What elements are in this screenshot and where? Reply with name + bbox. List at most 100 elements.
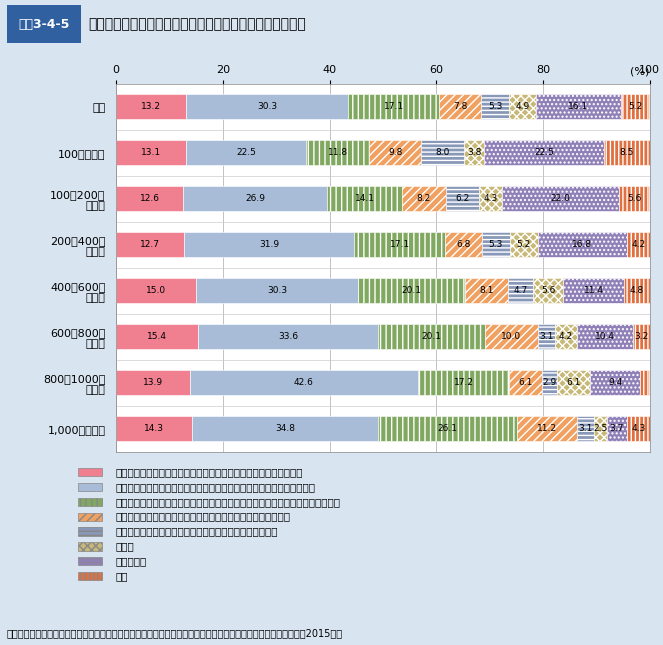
Bar xyxy=(538,324,555,349)
Text: 16.1: 16.1 xyxy=(568,103,589,112)
Bar xyxy=(627,232,650,257)
Bar xyxy=(348,94,440,119)
Text: 13.1: 13.1 xyxy=(141,148,161,157)
Bar xyxy=(619,186,649,212)
Text: 12.6: 12.6 xyxy=(140,194,160,203)
Bar xyxy=(116,370,190,395)
Text: 14.3: 14.3 xyxy=(144,424,164,433)
Bar xyxy=(377,324,485,349)
Bar xyxy=(465,278,509,303)
Text: 22.5: 22.5 xyxy=(534,148,554,157)
Text: 15.4: 15.4 xyxy=(147,332,167,341)
Text: 5.6: 5.6 xyxy=(541,286,556,295)
Bar xyxy=(186,94,348,119)
Text: 図表3-4-5: 図表3-4-5 xyxy=(19,17,70,31)
Text: 30.3: 30.3 xyxy=(267,286,287,295)
Text: 7.8: 7.8 xyxy=(453,103,467,112)
Text: 8.0: 8.0 xyxy=(436,148,450,157)
Bar xyxy=(421,140,464,165)
FancyBboxPatch shape xyxy=(78,528,102,535)
Bar xyxy=(369,140,421,165)
Bar xyxy=(306,140,369,165)
Text: 17.1: 17.1 xyxy=(390,240,410,249)
Bar xyxy=(564,278,624,303)
Text: 20.1: 20.1 xyxy=(401,286,422,295)
Text: 9.8: 9.8 xyxy=(388,148,402,157)
Bar xyxy=(327,186,402,212)
Text: 11.2: 11.2 xyxy=(537,424,558,433)
Text: 4.8: 4.8 xyxy=(630,286,644,295)
Text: 3.7: 3.7 xyxy=(610,424,624,433)
Text: 6.1: 6.1 xyxy=(518,378,533,387)
Bar xyxy=(534,278,564,303)
Bar xyxy=(633,324,650,349)
Bar xyxy=(555,324,577,349)
Text: 5.2: 5.2 xyxy=(629,103,642,112)
Bar xyxy=(640,370,648,395)
Text: 31.9: 31.9 xyxy=(259,240,279,249)
Bar xyxy=(481,232,510,257)
Text: 42.6: 42.6 xyxy=(294,378,314,387)
Bar xyxy=(116,416,192,441)
Bar xyxy=(116,232,184,257)
FancyBboxPatch shape xyxy=(78,557,102,566)
Bar xyxy=(558,370,590,395)
Bar xyxy=(184,232,354,257)
Bar xyxy=(517,416,577,441)
Text: 6.8: 6.8 xyxy=(456,240,471,249)
Text: 8.2: 8.2 xyxy=(417,194,431,203)
FancyBboxPatch shape xyxy=(78,513,102,521)
Bar xyxy=(481,94,509,119)
Text: 13.9: 13.9 xyxy=(143,378,163,387)
Text: 3.1: 3.1 xyxy=(539,332,554,341)
Text: 4.9: 4.9 xyxy=(515,103,530,112)
Text: 22.0: 22.0 xyxy=(551,194,571,203)
Text: 社会保障の給付水準を引き上げ、そのための負担増もやむを得ない: 社会保障の給付水準を引き上げ、そのための負担増もやむを得ない xyxy=(116,467,304,477)
Bar xyxy=(198,324,377,349)
Bar xyxy=(116,324,198,349)
Bar xyxy=(485,324,538,349)
Bar xyxy=(196,278,358,303)
FancyBboxPatch shape xyxy=(78,497,102,506)
Text: 社会保障の給付水準をある程度引き下げつつ、ある程度の負担増もやむを得ない: 社会保障の給付水準をある程度引き下げつつ、ある程度の負担増もやむを得ない xyxy=(116,497,341,507)
Bar xyxy=(502,186,619,212)
Bar xyxy=(590,370,640,395)
Text: わからない: わからない xyxy=(116,557,147,566)
Text: 2.5: 2.5 xyxy=(593,424,607,433)
Text: 不詳: 不詳 xyxy=(116,571,129,581)
Bar xyxy=(358,278,465,303)
Text: 11.8: 11.8 xyxy=(328,148,347,157)
Text: 17.2: 17.2 xyxy=(453,378,473,387)
Bar xyxy=(607,416,627,441)
Bar xyxy=(510,232,538,257)
Bar xyxy=(593,416,607,441)
Bar xyxy=(402,186,446,212)
Bar xyxy=(116,186,183,212)
Bar xyxy=(440,94,481,119)
Bar xyxy=(116,278,196,303)
Text: 今後の社会保障の負担と給付の在り方（等価所得階級別）: 今後の社会保障の負担と給付の在り方（等価所得階級別） xyxy=(88,17,306,31)
Text: 20.1: 20.1 xyxy=(421,332,441,341)
Bar xyxy=(536,94,621,119)
Bar xyxy=(577,416,593,441)
Text: 11.4: 11.4 xyxy=(583,286,604,295)
Text: 9.4: 9.4 xyxy=(608,378,622,387)
FancyBboxPatch shape xyxy=(78,542,102,551)
Text: 3.2: 3.2 xyxy=(634,332,648,341)
Text: 3.1: 3.1 xyxy=(578,424,593,433)
Text: 資料：厚生労働省政策統括官付政策評価官室「社会保障における公的・私的サービスに関する意識調査報告書」（2015年）: 資料：厚生労働省政策統括官付政策評価官室「社会保障における公的・私的サービスに関… xyxy=(7,628,343,639)
Text: 6.2: 6.2 xyxy=(455,194,469,203)
Text: その他: その他 xyxy=(116,541,135,551)
Bar xyxy=(509,370,542,395)
Text: 12.7: 12.7 xyxy=(140,240,160,249)
Text: (%): (%) xyxy=(631,66,650,77)
Text: 5.2: 5.2 xyxy=(516,240,531,249)
Text: 5.3: 5.3 xyxy=(488,103,503,112)
Text: 8.1: 8.1 xyxy=(479,286,494,295)
Text: 33.6: 33.6 xyxy=(278,332,298,341)
Text: 10.0: 10.0 xyxy=(501,332,522,341)
Bar xyxy=(378,416,517,441)
Text: 4.2: 4.2 xyxy=(559,332,573,341)
Bar xyxy=(577,324,633,349)
Bar xyxy=(624,278,650,303)
